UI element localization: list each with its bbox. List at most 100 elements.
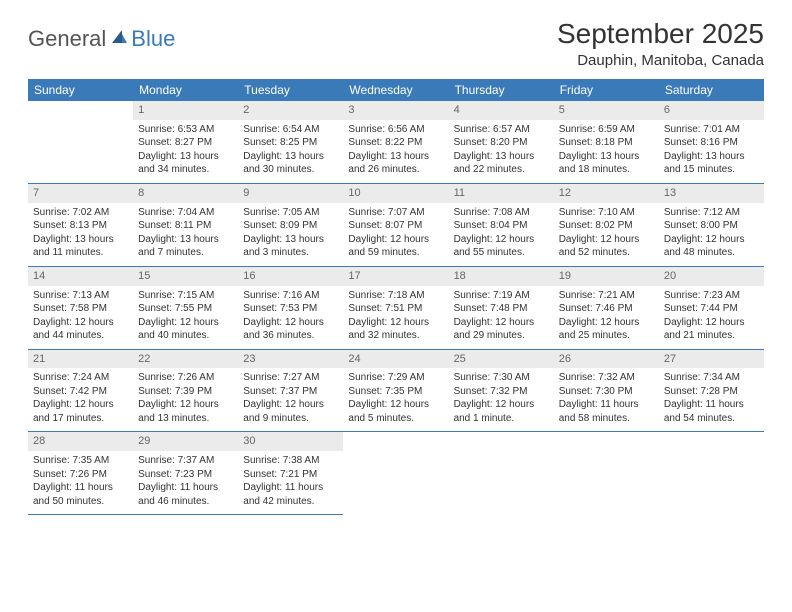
day-cell: 6Sunrise: 7:01 AMSunset: 8:16 PMDaylight… [659,101,764,183]
daylight-text: Daylight: 13 hours and 3 minutes. [243,233,338,260]
day-details: Sunrise: 7:21 AMSunset: 7:46 PMDaylight:… [558,289,655,343]
empty-day [554,432,659,449]
sunset-text: Sunset: 8:11 PM [138,219,233,233]
weekday-header: Tuesday [238,79,343,101]
day-number: 9 [238,184,343,203]
day-cell: 19 Sunrise: 7:21 AMSunset: 7:46 PMDayligh… [554,267,659,349]
day-details: Sunrise: 6:57 AMSunset: 8:20 PMDaylight:… [453,123,550,177]
day-details: Sunrise: 7:24 AMSunset: 7:42 PMDaylight:… [32,371,129,425]
sunset-text: Sunset: 8:16 PM [664,136,759,150]
sunrise-text: Sunrise: 7:37 AM [138,454,233,468]
day-details: Sunrise: 7:34 AMSunset: 7:28 PMDaylight:… [663,371,760,425]
daylight-text: Daylight: 12 hours and 21 minutes. [664,316,759,343]
day-cell: 10Sunrise: 7:07 AMSunset: 8:07 PMDayligh… [343,184,448,266]
sunset-text: Sunset: 7:46 PM [559,302,654,316]
daylight-text: Daylight: 13 hours and 34 minutes. [138,150,233,177]
sunrise-text: Sunrise: 7:24 AM [33,371,128,385]
day-details: Sunrise: 6:59 AMSunset: 8:18 PMDaylight:… [558,123,655,177]
sunrise-text: Sunrise: 7:38 AM [243,454,338,468]
day-cell: 30Sunrise: 7:38 AMSunset: 7:21 PMDayligh… [238,432,343,515]
day-cell [554,432,659,515]
sunrise-text: Sunrise: 7:02 AM [33,206,128,220]
daylight-text: Daylight: 11 hours and 58 minutes. [559,398,654,425]
day-details: Sunrise: 7:15 AMSunset: 7:55 PMDaylight:… [137,289,234,343]
sunset-text: Sunset: 7:23 PM [138,468,233,482]
day-number: 5 [554,101,659,120]
week-row: 14Sunrise: 7:13 AMSunset: 7:58 PMDayligh… [28,267,764,350]
empty-day [28,101,133,118]
sunset-text: Sunset: 7:35 PM [348,385,443,399]
day-details: Sunrise: 7:16 AMSunset: 7:53 PMDaylight:… [242,289,339,343]
sunrise-text: Sunrise: 7:12 AM [664,206,759,220]
day-cell: 27 Sunrise: 7:34 AMSunset: 7:28 PMDayligh… [659,350,764,432]
day-number: 15 [133,267,238,286]
day-details: Sunrise: 7:26 AMSunset: 7:39 PMDaylight:… [137,371,234,425]
weekday-header: Saturday [659,79,764,101]
daylight-text: Daylight: 12 hours and 52 minutes. [559,233,654,260]
sunrise-text: Sunrise: 7:05 AM [243,206,338,220]
sunset-text: Sunset: 7:53 PM [243,302,338,316]
sunset-text: Sunset: 7:42 PM [33,385,128,399]
sunset-text: Sunset: 8:20 PM [454,136,549,150]
sunrise-text: Sunrise: 7:23 AM [664,289,759,303]
day-number: 4 [449,101,554,120]
day-cell: 23Sunrise: 7:27 AMSunset: 7:37 PMDayligh… [238,350,343,432]
day-cell: 18Sunrise: 7:19 AMSunset: 7:48 PMDayligh… [449,267,554,349]
day-cell: 7Sunrise: 7:02 AMSunset: 8:13 PMDaylight… [28,184,133,266]
sunrise-text: Sunrise: 6:54 AM [243,123,338,137]
day-number: 11 [449,184,554,203]
sunrise-text: Sunrise: 7:19 AM [454,289,549,303]
day-details: Sunrise: 7:04 AMSunset: 8:11 PMDaylight:… [137,206,234,260]
day-cell [28,101,133,183]
day-details: Sunrise: 7:30 AMSunset: 7:32 PMDaylight:… [453,371,550,425]
day-cell: 26Sunrise: 7:32 AMSunset: 7:30 PMDayligh… [554,350,659,432]
day-cell: 8Sunrise: 7:04 AMSunset: 8:11 PMDaylight… [133,184,238,266]
daylight-text: Daylight: 12 hours and 25 minutes. [559,316,654,343]
calendar-grid: Sunday Monday Tuesday Wednesday Thursday… [28,79,764,515]
day-number: 17 [343,267,448,286]
sunrise-text: Sunrise: 7:18 AM [348,289,443,303]
day-details: Sunrise: 7:35 AMSunset: 7:26 PMDaylight:… [32,454,129,508]
month-title: September 2025 [557,18,764,50]
weekday-header: Thursday [449,79,554,101]
day-details: Sunrise: 7:19 AMSunset: 7:48 PMDaylight:… [453,289,550,343]
day-number: 3 [343,101,448,120]
day-cell: 15 Sunrise: 7:15 AMSunset: 7:55 PMDayligh… [133,267,238,349]
day-details: Sunrise: 7:27 AMSunset: 7:37 PMDaylight:… [242,371,339,425]
day-details: Sunrise: 7:29 AMSunset: 7:35 PMDaylight:… [347,371,444,425]
day-cell: 29Sunrise: 7:37 AMSunset: 7:23 PMDayligh… [133,432,238,515]
day-cell: 2 Sunrise: 6:54 AMSunset: 8:25 PMDaylight… [238,101,343,183]
daylight-text: Daylight: 12 hours and 13 minutes. [138,398,233,425]
day-details: Sunrise: 7:32 AMSunset: 7:30 PMDaylight:… [558,371,655,425]
daylight-text: Daylight: 12 hours and 36 minutes. [243,316,338,343]
sunset-text: Sunset: 8:09 PM [243,219,338,233]
day-number: 14 [28,267,133,286]
day-number: 22 [133,350,238,369]
sunrise-text: Sunrise: 7:27 AM [243,371,338,385]
day-cell: 25Sunrise: 7:30 AMSunset: 7:32 PMDayligh… [449,350,554,432]
sunset-text: Sunset: 8:00 PM [664,219,759,233]
day-number: 28 [28,432,133,451]
day-details: Sunrise: 6:54 AMSunset: 8:25 PMDaylight:… [242,123,339,177]
week-row: 28 Sunrise: 7:35 AMSunset: 7:26 PMDayligh… [28,432,764,515]
sunrise-text: Sunrise: 7:30 AM [454,371,549,385]
day-cell: 20Sunrise: 7:23 AMSunset: 7:44 PMDayligh… [659,267,764,349]
day-number: 27 [659,350,764,369]
day-details: Sunrise: 7:08 AMSunset: 8:04 PMDaylight:… [453,206,550,260]
sunrise-text: Sunrise: 7:32 AM [559,371,654,385]
day-number: 24 [343,350,448,369]
daylight-text: Daylight: 12 hours and 44 minutes. [33,316,128,343]
sunset-text: Sunset: 7:37 PM [243,385,338,399]
sunset-text: Sunset: 7:28 PM [664,385,759,399]
day-number: 19 [554,267,659,286]
sunrise-text: Sunrise: 7:07 AM [348,206,443,220]
logo: General Blue [28,18,175,52]
day-number: 29 [133,432,238,451]
weeks-container: 1Sunrise: 6:53 AMSunset: 8:27 PMDaylight… [28,101,764,515]
week-row: 1Sunrise: 6:53 AMSunset: 8:27 PMDaylight… [28,101,764,184]
day-cell: 28 Sunrise: 7:35 AMSunset: 7:26 PMDayligh… [28,432,133,515]
daylight-text: Daylight: 12 hours and 1 minute. [454,398,549,425]
sunset-text: Sunset: 8:13 PM [33,219,128,233]
day-number: 2 [238,101,343,120]
sunrise-text: Sunrise: 6:56 AM [348,123,443,137]
